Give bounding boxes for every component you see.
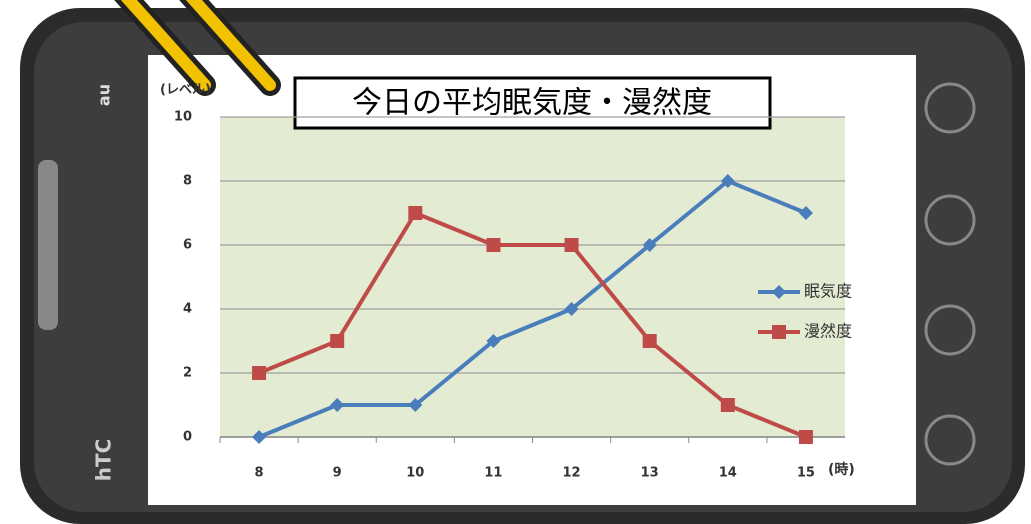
data-point: [330, 334, 345, 348]
x-tick-label: 9: [333, 466, 342, 481]
carrier-logo: au: [95, 84, 114, 106]
x-tick-label: 12: [563, 466, 581, 481]
chart-title: 今日の平均眠気度・漫然度: [352, 86, 712, 121]
y-tick-label: 2: [183, 366, 192, 381]
title-box: [293, 76, 772, 130]
x-tick-label: 8: [255, 466, 264, 481]
legend-marker: [772, 285, 786, 299]
x-axis-label: (時): [828, 461, 855, 478]
brand-logo: hTC: [92, 439, 116, 482]
series-line: [258, 178, 807, 439]
x-tick-label: 11: [484, 466, 502, 481]
data-point: [486, 238, 501, 252]
legend-marker: [772, 325, 786, 339]
y-tick-label: 4: [183, 302, 192, 317]
y-tick-label: 0: [183, 430, 192, 445]
x-tick-label: 13: [641, 466, 659, 481]
x-tick-label: 15: [797, 466, 815, 481]
data-point: [252, 366, 267, 380]
data-point: [564, 238, 579, 252]
data-point: [330, 398, 345, 412]
data-point: [408, 398, 423, 412]
data-point: [408, 206, 423, 220]
hardware-buttons: [924, 82, 976, 466]
data-point: [720, 174, 735, 188]
data-point: [642, 334, 657, 348]
y-tick-label: 6: [183, 238, 192, 253]
data-point: [798, 206, 813, 220]
data-point: [720, 398, 735, 412]
y-axis-label: (レベル): [160, 83, 211, 98]
data-point: [486, 334, 501, 348]
x-tick-label: 14: [719, 466, 737, 481]
x-tick-label: 10: [406, 466, 424, 481]
plot-area: [220, 117, 845, 437]
series-line: [258, 210, 807, 439]
stripe: [185, 0, 276, 91]
side-button: [38, 160, 58, 330]
legend-label: 漫然度: [804, 322, 852, 341]
stripe: [120, 0, 211, 91]
button: [924, 82, 976, 134]
data-point: [252, 430, 267, 444]
button: [924, 194, 976, 246]
button: [924, 414, 976, 466]
y-tick-label: 10: [174, 110, 192, 125]
stripes: [114, 0, 281, 96]
y-tick-label: 8: [183, 174, 192, 189]
data-point: [798, 430, 813, 444]
data-point: [564, 302, 579, 316]
data-point: [642, 238, 657, 252]
button: [924, 304, 976, 356]
legend-label: 眠気度: [804, 282, 852, 301]
